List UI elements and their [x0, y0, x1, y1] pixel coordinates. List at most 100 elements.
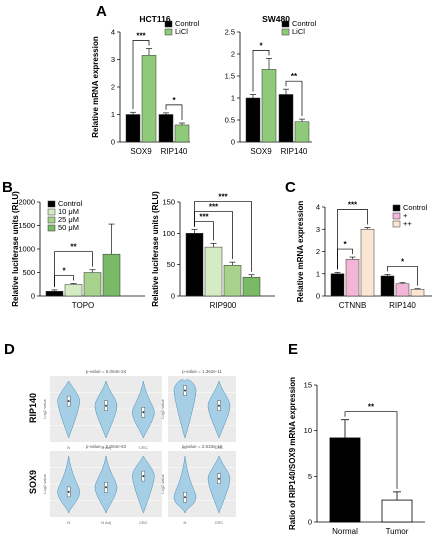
significance-label: **: [291, 72, 298, 81]
category-label: SOX9: [250, 147, 272, 156]
category-label: SOX9: [130, 147, 152, 156]
y-axis-title: Relative luciferase units (RLU): [11, 191, 20, 307]
y-tick-label: 0: [308, 518, 312, 527]
violin-median: [218, 404, 220, 407]
y-tick-label: 2.5: [225, 28, 235, 37]
legend-label: Control: [58, 199, 83, 208]
violin-median: [142, 475, 145, 478]
violin-panel: p-value = 2.064e-63 Log2 value N N Adj CRC: [42, 444, 162, 525]
category-label: RIP140: [161, 147, 188, 156]
y-tick-label: 3: [111, 55, 115, 64]
y-axis-title: Relative mRNA expression: [91, 36, 100, 138]
panel-a-label: A: [96, 3, 107, 20]
significance-bracket: [54, 251, 93, 287]
bar: [45, 291, 64, 297]
legend-swatch: [281, 28, 290, 36]
violin-panel: p-value = 2.833e-16 Log2 value N CRC: [160, 444, 236, 525]
bar: [395, 283, 410, 297]
y-tick-label: 1000: [18, 245, 35, 254]
legend-swatch: [164, 28, 173, 36]
significance-bracket: [344, 411, 398, 489]
bar: [102, 253, 121, 297]
legend-label: Control: [403, 203, 428, 212]
bar: [204, 246, 223, 297]
category-label: RIP140: [389, 301, 416, 310]
category-label: Tumor: [386, 527, 409, 536]
bar: [380, 275, 395, 297]
legend-swatch: [392, 212, 401, 220]
violin-ylabel: Log2 value: [42, 398, 47, 418]
violin-median: [67, 400, 70, 403]
violin-group-label: N: [184, 520, 187, 525]
bar: [261, 69, 277, 143]
violin-group-label: CRC: [215, 445, 224, 450]
legend-swatch: [47, 200, 56, 208]
significance-bracket: [132, 40, 150, 110]
significance-label: ***: [199, 213, 209, 222]
legend-swatch: [164, 20, 173, 28]
violins-layer: p-value = 5.064e-24 Log2 value N N Adj CRC p-…: [42, 369, 236, 525]
bar: [141, 55, 157, 143]
category-label: CTNNB: [339, 301, 367, 310]
category-label: RIP140: [281, 147, 308, 156]
y-tick-label: 1: [316, 269, 320, 278]
bar: [174, 124, 190, 143]
significance-label: **: [70, 243, 77, 252]
y-tick-label: 150: [162, 198, 175, 207]
violin-row-label-rip140: RIP140: [28, 393, 38, 423]
violin-ylabel: Log2 value: [160, 398, 165, 418]
y-tick-label: 100: [162, 229, 175, 238]
significance-bracket: [165, 104, 183, 121]
legend-label: Control: [175, 19, 200, 28]
legend-swatch: [392, 220, 401, 228]
bar: [329, 437, 361, 523]
violin-pvalue: p-value = 5.064e-24: [86, 369, 127, 374]
violin-shape: [57, 380, 80, 439]
significance-label: **: [368, 403, 375, 412]
y-tick-label: 0: [231, 138, 235, 147]
violin-pvalue: p-value = 1.362e-11: [182, 369, 222, 374]
y-tick-label: 500: [22, 268, 35, 277]
legend-label: 50 μM: [58, 223, 79, 232]
category-label: RIP900: [210, 301, 237, 310]
violin-group-label: CRC: [215, 520, 224, 525]
bar: [330, 273, 345, 297]
chart-4: 0 1 2 3 4 Relative mRNA expression CTNNB RIP140…: [296, 200, 432, 310]
significance-label: ***: [218, 193, 228, 202]
legend-label: 25 μM: [58, 215, 79, 224]
y-tick-label: 4: [316, 203, 320, 212]
panel-e-label: E: [288, 341, 298, 358]
bar: [125, 114, 141, 143]
legend-label: +: [403, 211, 408, 220]
significance-label: *: [259, 41, 263, 50]
legend-label: 10 μM: [58, 207, 79, 216]
legend-label: Control: [292, 19, 317, 28]
violin-median: [105, 404, 107, 407]
y-tick-label: 0: [111, 138, 115, 147]
chart-5: 0 5 10 15 Ratio of RIP140/SOX9 mRNA expressi…: [288, 377, 425, 536]
significance-label: ***: [209, 203, 219, 212]
violin-panel: p-value = 5.064e-24 Log2 value N N Adj CRC: [42, 369, 162, 450]
y-tick-label: 3: [316, 225, 320, 234]
significance-bracket: [387, 266, 418, 286]
bar: [83, 272, 102, 297]
violin-group-label: CRC: [139, 445, 148, 450]
legend-label: LiCl: [175, 27, 188, 36]
violin-group-label: N Adj: [101, 445, 111, 450]
y-tick-label: 0.5: [225, 116, 235, 125]
panel-b-label: B: [2, 179, 13, 196]
bar: [278, 94, 294, 143]
significance-label: ***: [348, 200, 358, 209]
y-tick-label: 15: [304, 381, 312, 390]
chart-title: HCT116: [139, 14, 170, 24]
violin-group-label: N Adj: [101, 520, 111, 525]
bar: [245, 97, 261, 143]
legend-swatch: [281, 20, 290, 28]
violin-median: [105, 486, 107, 489]
violin-shape: [57, 455, 80, 514]
significance-label: *: [172, 96, 176, 105]
violin-shape: [173, 379, 197, 439]
significance-bracket: [337, 209, 368, 270]
significance-bracket: [285, 80, 303, 117]
